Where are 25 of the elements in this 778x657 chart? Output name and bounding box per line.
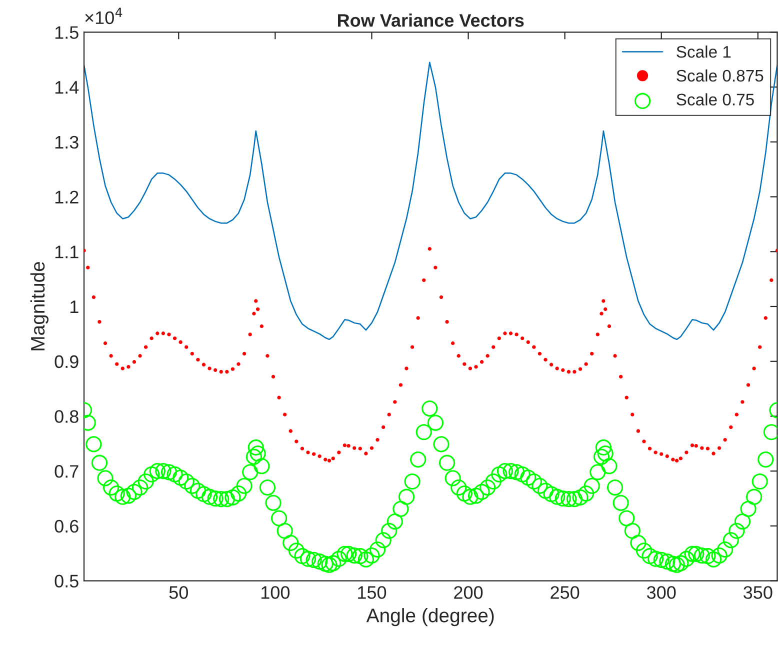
y-tick-label: 1.4 xyxy=(55,81,79,94)
y-tick-label: 0.5 xyxy=(54,574,78,588)
y-tick-label: 1.3 xyxy=(55,136,78,149)
x-tick-label: 150 xyxy=(358,586,386,599)
y-tick-label: 1 xyxy=(70,300,78,314)
y-tick-label: 0.6 xyxy=(54,520,78,533)
legend-label: Scale 0.875 xyxy=(676,69,764,82)
chart-title: Row Variance Vectors xyxy=(338,14,524,27)
x-tick-label: 350 xyxy=(744,586,772,599)
y-tick-label: 1.2 xyxy=(55,190,78,204)
y-tick-label: 1.1 xyxy=(55,246,78,258)
x-axis-title: Angle (degree) xyxy=(366,608,494,626)
legend-label: Scale 0.75 xyxy=(676,93,754,106)
legend-label: Scale 1 xyxy=(676,46,731,58)
x-tick-label: 300 xyxy=(646,586,676,599)
y-axis-title: Magnitude xyxy=(30,262,49,350)
y-tick-label: 0.8 xyxy=(54,410,78,423)
text: ×10$^{4}$ xyxy=(85,8,122,24)
x-tick-label: 250 xyxy=(550,586,580,599)
x-tick-label: 200 xyxy=(454,586,483,599)
y-tick-label: 0.7 xyxy=(54,465,78,478)
x-tick-label: 50 xyxy=(169,586,188,599)
y-tick-label: 0.9 xyxy=(54,355,78,368)
y-tick-label: 1.5 xyxy=(55,26,78,39)
x-tick-label: 100 xyxy=(262,586,290,599)
